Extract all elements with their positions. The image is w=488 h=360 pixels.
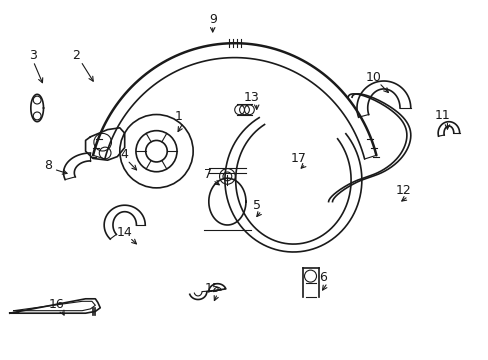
Text: 11: 11 <box>434 109 449 122</box>
Text: 1: 1 <box>174 111 182 123</box>
Text: 6: 6 <box>318 271 326 284</box>
Text: 3: 3 <box>29 49 37 62</box>
Text: 2: 2 <box>72 49 80 62</box>
Text: 7: 7 <box>203 168 211 181</box>
Text: 16: 16 <box>48 298 64 311</box>
Text: 13: 13 <box>244 91 259 104</box>
Text: 15: 15 <box>204 282 220 294</box>
Text: 4: 4 <box>121 148 128 161</box>
Text: 9: 9 <box>208 13 216 26</box>
Text: 17: 17 <box>290 152 305 165</box>
Text: 10: 10 <box>366 71 381 84</box>
Text: 5: 5 <box>252 199 260 212</box>
Text: 14: 14 <box>117 226 132 239</box>
Text: 12: 12 <box>395 184 410 197</box>
Text: 8: 8 <box>44 159 52 172</box>
